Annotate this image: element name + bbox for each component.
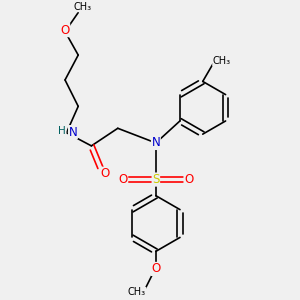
Text: O: O <box>151 262 160 275</box>
Text: N: N <box>152 136 160 149</box>
Text: O: O <box>60 24 70 37</box>
Text: O: O <box>118 173 128 186</box>
Text: O: O <box>184 173 193 186</box>
Text: H: H <box>58 126 66 136</box>
Text: CH₃: CH₃ <box>128 287 146 297</box>
Text: CH₃: CH₃ <box>74 2 92 12</box>
Text: S: S <box>152 173 160 186</box>
Text: O: O <box>100 167 109 180</box>
Text: CH₃: CH₃ <box>213 56 231 66</box>
Text: N: N <box>69 126 77 139</box>
